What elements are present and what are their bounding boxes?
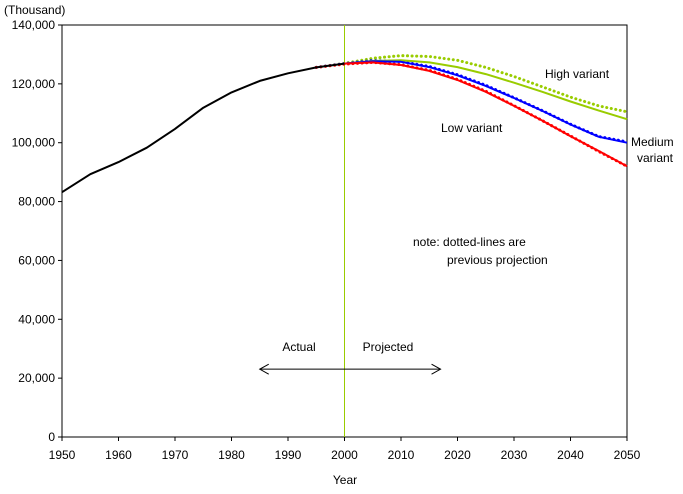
y-tick-label: 120,000 bbox=[12, 77, 56, 91]
y-tick-label: 0 bbox=[48, 430, 55, 444]
actual-label: Actual bbox=[282, 340, 315, 354]
x-tick-label: 2040 bbox=[557, 448, 584, 462]
series-label-high-variant: High variant bbox=[545, 67, 610, 81]
y-axis-unit-label: (Thousand) bbox=[4, 3, 65, 17]
series-line-high-variant bbox=[344, 59, 628, 121]
y-tick-label: 20,000 bbox=[18, 371, 55, 385]
y-tick-label: 40,000 bbox=[18, 312, 55, 326]
series-layer bbox=[61, 54, 629, 194]
x-tick-label: 2050 bbox=[614, 448, 641, 462]
x-axis-label: Year bbox=[333, 473, 357, 487]
x-tick-label: 2020 bbox=[444, 448, 471, 462]
y-tick-label: 80,000 bbox=[18, 195, 55, 209]
note-line-1: note: dotted-lines are bbox=[413, 235, 526, 249]
y-tick-label: 140,000 bbox=[12, 18, 56, 32]
x-tick-label: 1980 bbox=[218, 448, 245, 462]
annotation-layer: (Thousand) Year Actual Projected note: d… bbox=[4, 3, 674, 487]
series-label-low-variant: Low variant bbox=[441, 121, 503, 135]
x-tick-label: 2000 bbox=[331, 448, 358, 462]
x-tick-label: 1970 bbox=[162, 448, 189, 462]
x-tick-label: 2010 bbox=[388, 448, 415, 462]
series-label-medium-variant-line2: variant bbox=[637, 151, 674, 165]
series-line-previous-high bbox=[314, 54, 629, 114]
arrow-head-left bbox=[258, 363, 269, 375]
x-tick-label: 1950 bbox=[49, 448, 76, 462]
x-tick-label: 1960 bbox=[105, 448, 132, 462]
x-tick-label: 2030 bbox=[501, 448, 528, 462]
projected-label: Projected bbox=[363, 340, 414, 354]
y-tick-label: 100,000 bbox=[12, 136, 56, 150]
arrow-head-right bbox=[431, 363, 442, 375]
series-line-low-variant bbox=[344, 61, 628, 168]
series-line-medium-variant bbox=[344, 60, 628, 144]
x-tick-label: 1990 bbox=[275, 448, 302, 462]
series-label-medium-variant-line1: Medium bbox=[631, 135, 674, 149]
note-line-2: previous projection bbox=[447, 253, 548, 267]
series-line-actual bbox=[61, 62, 345, 194]
y-tick-label: 60,000 bbox=[18, 253, 55, 267]
axes: 0 20,000 40,000 60,000 80,000 100,000 120,000 1… bbox=[12, 18, 641, 462]
